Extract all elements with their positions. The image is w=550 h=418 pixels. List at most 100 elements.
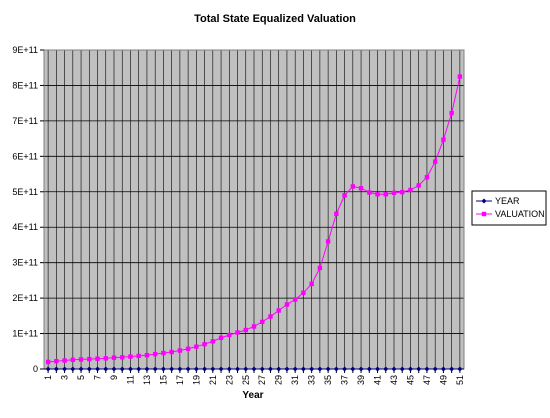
data-point — [127, 366, 133, 372]
data-point — [432, 366, 438, 372]
data-point — [144, 352, 150, 358]
series-layer — [45, 74, 463, 372]
data-point — [243, 366, 249, 372]
legend-item-year: YEAR — [476, 196, 520, 206]
data-point — [218, 335, 224, 341]
x-tick-label: 21 — [208, 375, 218, 385]
x-tick-label: 25 — [241, 375, 251, 385]
series-valuation — [45, 74, 463, 365]
data-point — [400, 189, 405, 195]
x-tick-label: 9 — [109, 375, 119, 380]
data-point — [342, 366, 348, 372]
data-point — [78, 366, 84, 372]
data-point — [210, 339, 216, 344]
data-point — [358, 366, 364, 372]
x-tick-label: 43 — [389, 375, 399, 385]
x-tick-label: 29 — [274, 375, 284, 385]
data-point — [226, 366, 232, 372]
data-point — [251, 324, 257, 329]
data-point — [169, 366, 175, 372]
series-year — [45, 366, 463, 372]
data-point — [391, 190, 397, 196]
data-point — [424, 175, 430, 180]
data-point — [407, 366, 413, 372]
y-tick-label: 7E+11 — [12, 116, 38, 126]
data-point — [227, 332, 232, 338]
x-tick-label: 31 — [290, 375, 300, 385]
x-tick-label: 11 — [125, 375, 135, 384]
y-tick-label: 5E+11 — [12, 187, 38, 197]
x-tick-label: 23 — [224, 375, 234, 385]
data-point — [152, 366, 158, 372]
legend-marker — [481, 211, 487, 217]
data-point — [177, 366, 183, 372]
data-point — [300, 366, 306, 372]
data-point — [45, 359, 51, 365]
x-tick-label: 39 — [356, 375, 366, 385]
data-point — [317, 265, 323, 271]
y-axis: 0 1E+11 2E+11 3E+11 4E+11 5E+11 6E+11 7E+11 8E+1… — [12, 45, 44, 374]
data-point — [160, 366, 166, 372]
data-point — [391, 366, 397, 372]
y-tick-label: 9E+11 — [12, 45, 38, 55]
legend-box — [471, 190, 547, 226]
data-point — [259, 366, 265, 372]
data-point — [408, 187, 413, 193]
data-point — [54, 359, 59, 364]
data-point — [292, 297, 298, 302]
legend: YEAR VALUATION — [471, 190, 547, 226]
data-point — [103, 356, 108, 361]
data-point — [87, 356, 92, 362]
data-point — [317, 366, 323, 372]
x-tick-label: 5 — [76, 375, 86, 380]
x-tick-label: 51 — [455, 375, 465, 385]
data-point — [193, 366, 199, 372]
data-point — [202, 341, 207, 347]
data-point — [185, 366, 191, 372]
legend-label: VALUATION — [495, 209, 545, 219]
x-tick-label: 3 — [60, 375, 70, 380]
data-point — [268, 314, 273, 319]
x-axis-title: Year — [242, 390, 263, 401]
legend-marker — [481, 198, 487, 204]
data-point — [95, 356, 100, 361]
y-tick-label: 2E+11 — [12, 293, 38, 303]
data-point — [267, 366, 273, 372]
x-tick-label: 41 — [373, 375, 383, 385]
x-tick-label: 37 — [340, 375, 350, 385]
data-point — [449, 366, 455, 372]
x-tick-label: 17 — [175, 375, 185, 385]
data-point — [342, 193, 347, 198]
data-point — [202, 366, 208, 372]
data-point — [334, 211, 339, 216]
data-point — [309, 366, 315, 372]
data-point — [441, 137, 446, 142]
data-point — [86, 366, 92, 372]
data-point — [276, 308, 281, 313]
data-point — [301, 290, 306, 295]
data-point — [62, 358, 67, 363]
data-point — [366, 366, 372, 372]
data-point — [284, 302, 290, 307]
data-point — [235, 330, 240, 335]
data-point — [276, 366, 282, 372]
data-point — [103, 366, 109, 372]
data-point — [243, 327, 248, 333]
data-point — [424, 366, 430, 372]
data-point — [235, 366, 241, 372]
x-tick-label: 7 — [93, 375, 103, 380]
x-tick-label: 27 — [257, 375, 267, 385]
x-axis: 1 3 5 7 9 11 13 15 17 19 21 23 25 27 29 31 33 35 37 39 41 43 4… — [43, 368, 465, 385]
data-point — [177, 348, 183, 353]
data-point — [432, 159, 438, 164]
data-point — [358, 186, 364, 191]
x-tick-label: 45 — [405, 375, 415, 385]
y-tick-label: 6E+11 — [12, 151, 38, 161]
data-point — [78, 357, 84, 362]
data-point — [218, 366, 224, 372]
x-tick-label: 47 — [422, 375, 432, 385]
data-point — [45, 366, 51, 372]
data-point — [325, 366, 331, 372]
